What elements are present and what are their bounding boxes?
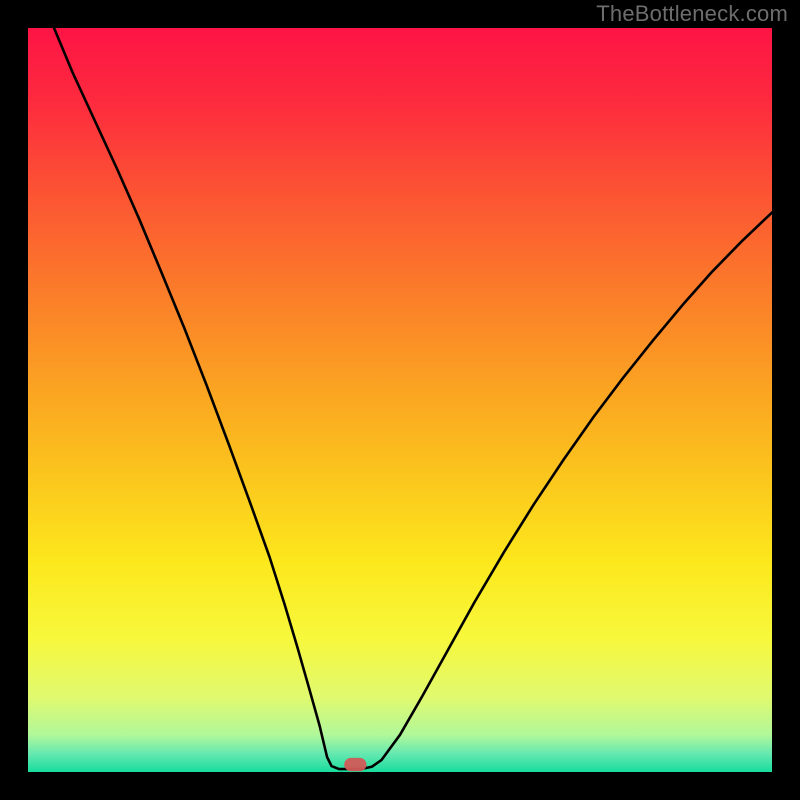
- plot-gradient-background: [28, 28, 772, 772]
- optimum-marker: [344, 758, 366, 771]
- chart-container: TheBottleneck.com: [0, 0, 800, 800]
- bottleneck-chart: [0, 0, 800, 800]
